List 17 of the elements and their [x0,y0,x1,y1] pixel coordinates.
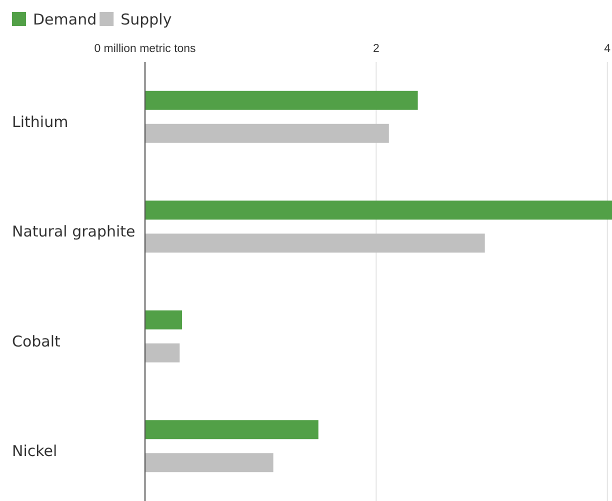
bar [145,343,180,362]
bar [145,90,418,110]
y-tick-label: Lithium [12,112,68,131]
x-tick-label: 4 [604,43,612,55]
bar [145,420,318,440]
bar [145,200,612,220]
x-tick-label: 2 [372,43,380,55]
bar [145,310,182,330]
legend-label: Supply [120,10,172,28]
bar [145,124,389,143]
bar [145,453,274,472]
bar [145,234,485,253]
y-tick-label: Natural graphite [12,222,136,241]
y-tick-label: Cobalt [12,332,61,350]
x-tick-label: 0 million metric tons [94,43,196,55]
y-tick-label: Nickel [12,442,58,460]
legend-label: Demand [33,10,97,28]
